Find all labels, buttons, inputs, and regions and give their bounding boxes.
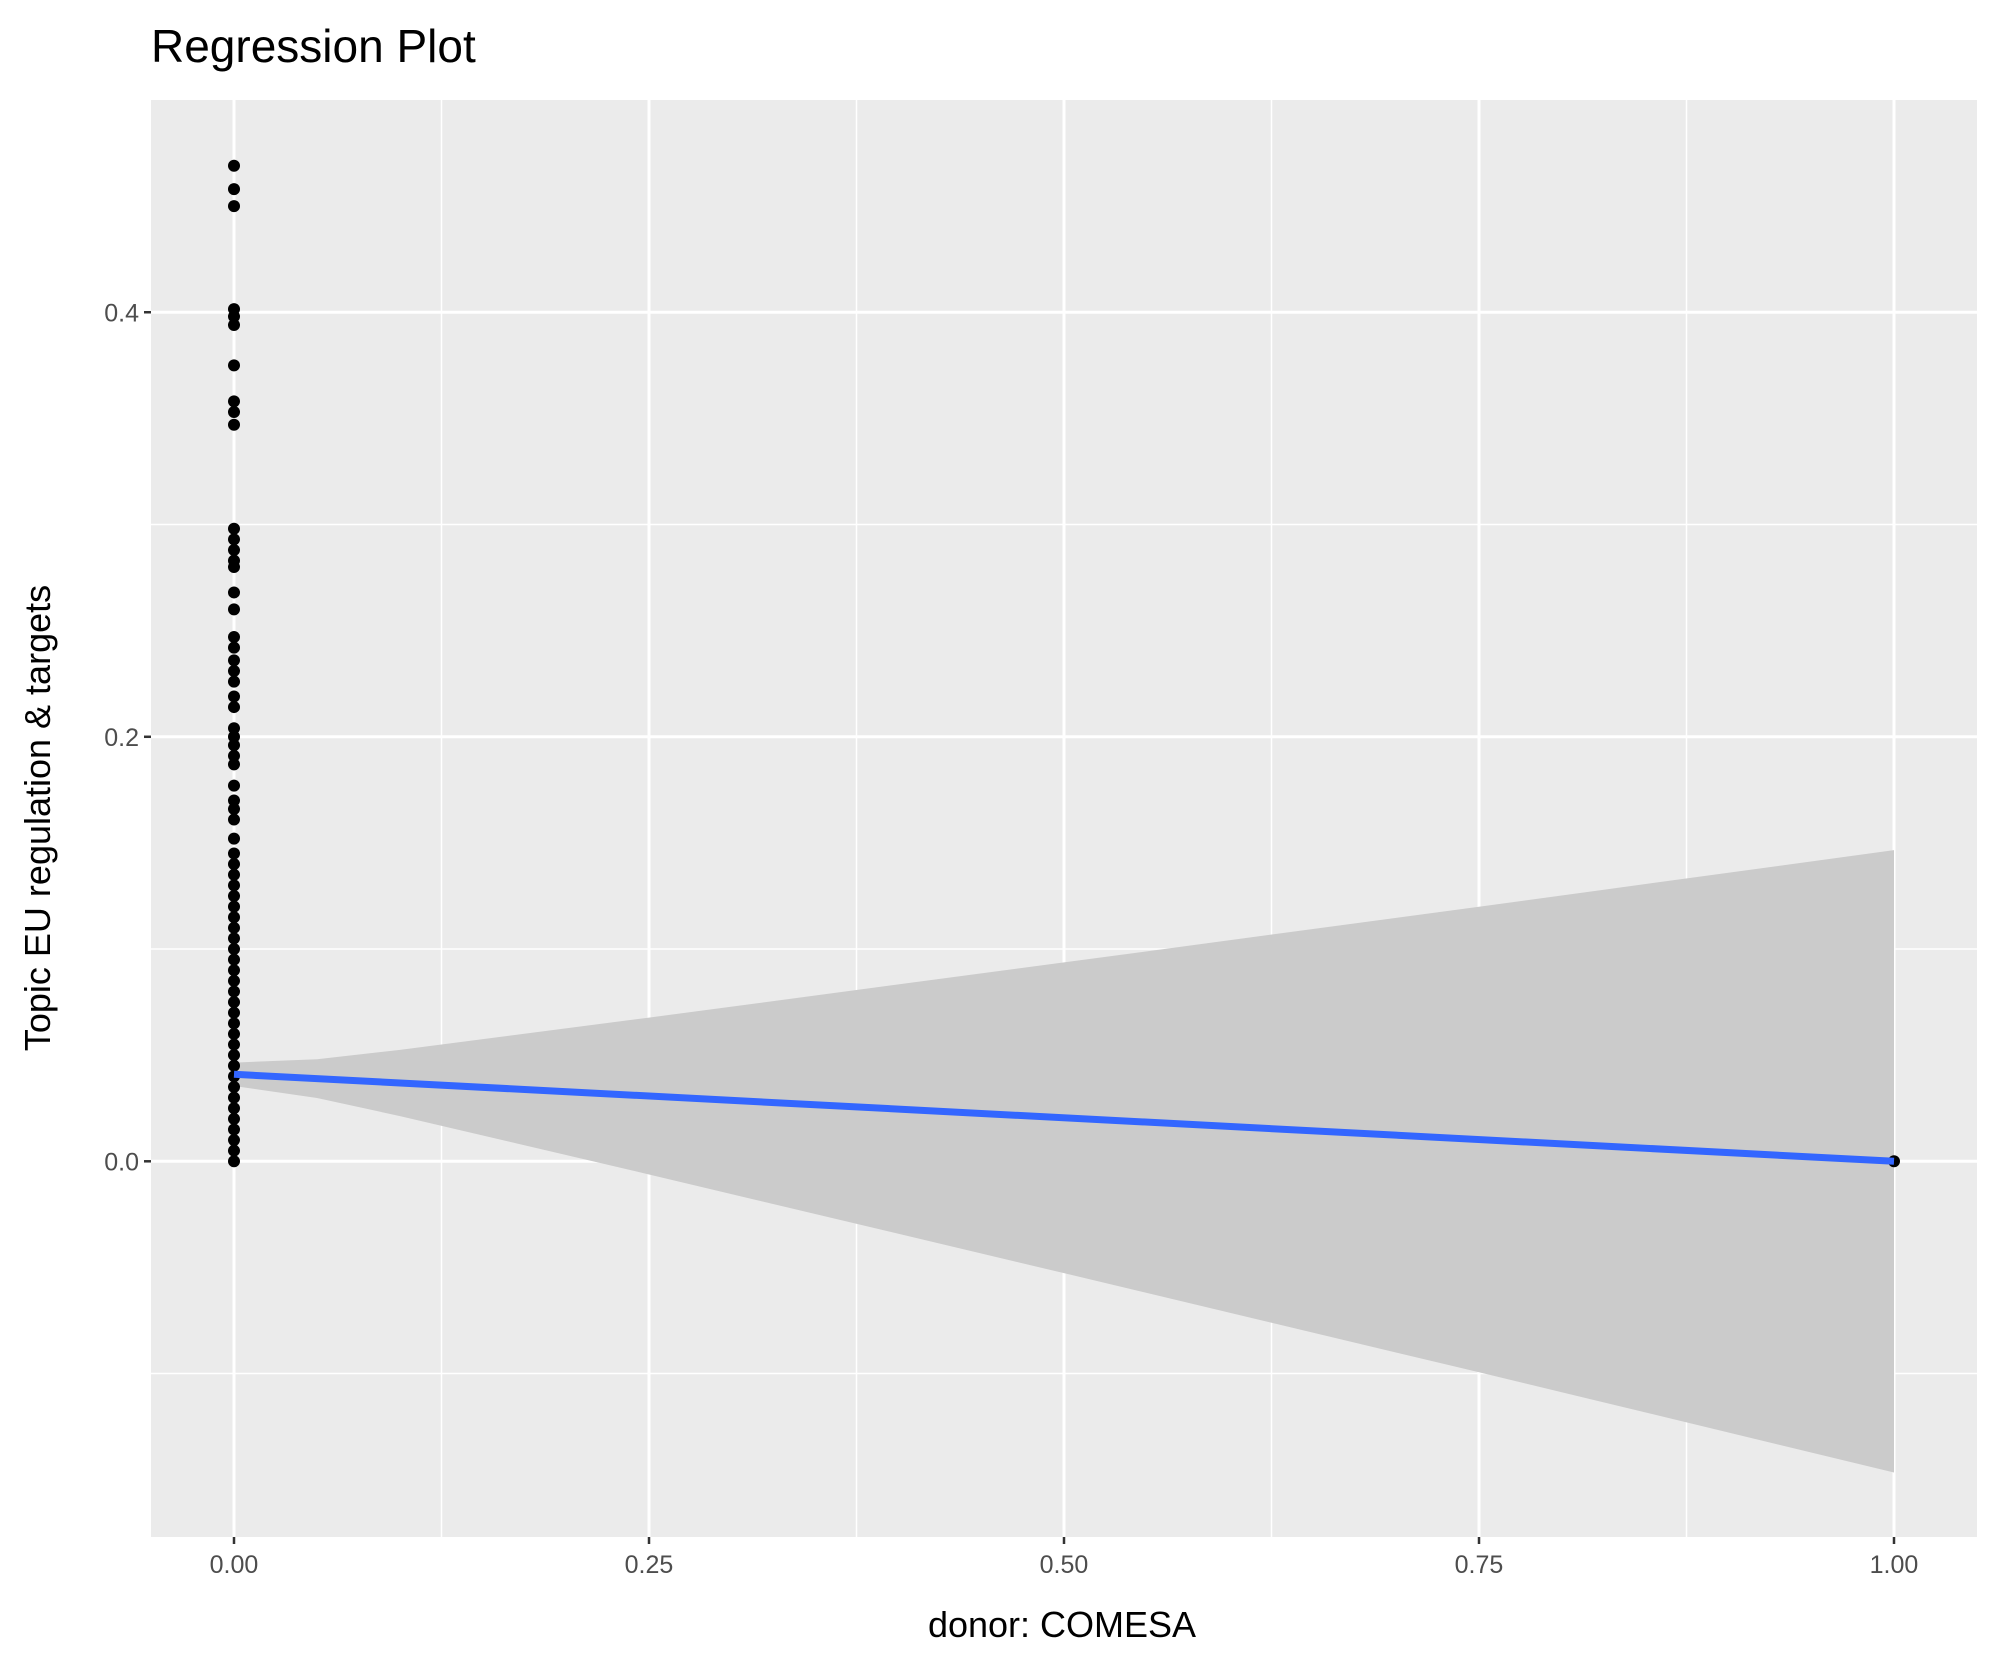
- data-point: [228, 1091, 240, 1104]
- data-point: [228, 1123, 240, 1136]
- data-point: [228, 1059, 240, 1072]
- data-point: [228, 964, 240, 977]
- x-tick-label: 0.75: [1455, 1551, 1504, 1579]
- data-point: [228, 900, 240, 913]
- data-point: [228, 675, 240, 688]
- chart-title: Regression Plot: [151, 20, 476, 72]
- data-point: [228, 654, 240, 667]
- data-point: [228, 911, 240, 924]
- data-point: [228, 953, 240, 966]
- data-point: [228, 395, 240, 408]
- fit-line: [233, 1070, 1895, 1165]
- data-point: [228, 1144, 240, 1157]
- data-point: [228, 758, 240, 771]
- x-axis: 0.00 0.25 0.50 0.75 1.00: [210, 1537, 1919, 1579]
- data-point: [228, 858, 240, 871]
- confidence-band-area: [234, 850, 1894, 1473]
- data-point: [228, 310, 240, 323]
- data-point: [228, 701, 240, 714]
- data-point: [228, 1049, 240, 1062]
- y-axis-title: Topic EU regulation & targets: [17, 585, 58, 1051]
- data-point: [228, 533, 240, 546]
- data-point: [228, 560, 240, 573]
- x-tick-label: 0.50: [1040, 1551, 1089, 1579]
- data-point: [228, 932, 240, 945]
- data-point: [228, 406, 240, 419]
- y-tick-label: 0.4: [104, 299, 139, 327]
- data-point: [228, 603, 240, 616]
- x-axis-title: donor: COMESA: [928, 1604, 1196, 1645]
- confidence-band: [234, 850, 1894, 1473]
- data-point: [228, 1102, 240, 1115]
- x-tick-label: 1.00: [1870, 1551, 1919, 1579]
- data-point: [228, 802, 240, 815]
- data-point: [228, 200, 240, 213]
- data-point: [228, 359, 240, 372]
- data-point: [228, 739, 240, 752]
- data-point: [228, 1081, 240, 1094]
- data-point: [228, 690, 240, 703]
- data-point: [228, 1027, 240, 1040]
- data-point: [228, 921, 240, 934]
- data-point: [228, 985, 240, 998]
- data-point: [228, 889, 240, 902]
- data-point: [228, 832, 240, 845]
- fit-line-group: [233, 1070, 1895, 1165]
- x-tick-label: 0.25: [625, 1551, 674, 1579]
- data-point: [228, 879, 240, 892]
- data-point: [228, 1017, 240, 1030]
- data-point: [228, 1006, 240, 1019]
- data-point: [228, 586, 240, 599]
- data-point: [228, 522, 240, 535]
- data-point: [228, 318, 240, 331]
- data-point: [228, 664, 240, 677]
- data-point: [228, 794, 240, 807]
- data-point: [228, 1038, 240, 1051]
- data-point: [228, 730, 240, 743]
- data-point: [228, 543, 240, 556]
- data-point: [228, 183, 240, 196]
- data-point: [228, 1155, 240, 1168]
- data-point: [228, 159, 240, 172]
- data-point: [228, 996, 240, 1009]
- x-tick-label: 0.00: [210, 1551, 259, 1579]
- y-tick-label: 0.2: [104, 724, 139, 752]
- data-point: [228, 943, 240, 956]
- data-point: [228, 641, 240, 654]
- data-point: [228, 779, 240, 792]
- data-point: [228, 749, 240, 762]
- data-point: [228, 974, 240, 987]
- data-point: [228, 1112, 240, 1125]
- data-point: [228, 418, 240, 431]
- data-points: [228, 159, 1900, 1168]
- data-point: [228, 868, 240, 881]
- data-point: [228, 1134, 240, 1147]
- y-tick-label: 0.0: [104, 1148, 139, 1176]
- data-point: [228, 722, 240, 735]
- data-point: [228, 813, 240, 826]
- y-axis: 0.0 0.2 0.4: [104, 299, 151, 1176]
- data-point: [228, 631, 240, 644]
- data-point: [228, 847, 240, 860]
